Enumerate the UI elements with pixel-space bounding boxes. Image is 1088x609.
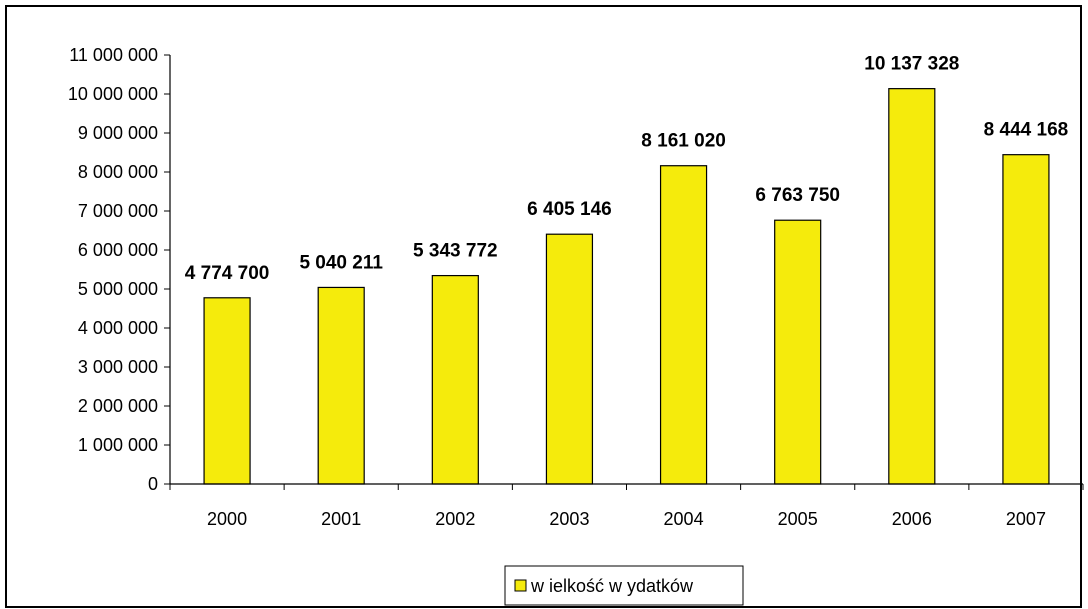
data-label-2004: 8 161 020 bbox=[641, 131, 726, 152]
y-axis-ticks: 0 1 000 000 2 000 000 3 000 000 4 000 000 5 0… bbox=[68, 45, 170, 494]
y-tick-label: 1 000 000 bbox=[78, 435, 158, 455]
data-label-2003: 6 405 146 bbox=[527, 199, 612, 220]
data-label-2001: 5 040 211 bbox=[299, 252, 383, 273]
x-tick-label: 2007 bbox=[1006, 509, 1046, 529]
data-label-2002: 5 343 772 bbox=[413, 241, 498, 262]
legend-box bbox=[504, 565, 744, 606]
y-tick-label: 7 000 000 bbox=[78, 201, 158, 221]
y-tick-label: 10 000 000 bbox=[68, 84, 158, 104]
bar-2005 bbox=[774, 219, 822, 485]
y-tick-label: 6 000 000 bbox=[78, 240, 158, 260]
bar-2003 bbox=[545, 233, 594, 485]
y-tick-label: 4 000 000 bbox=[78, 318, 158, 338]
bar-2002 bbox=[431, 274, 479, 485]
data-label-2007: 8 444 168 bbox=[984, 120, 1069, 141]
x-tick-label: 2006 bbox=[892, 509, 932, 529]
bar-2000 bbox=[203, 297, 251, 485]
x-tick-label: 2000 bbox=[207, 509, 247, 529]
bar-2006 bbox=[888, 88, 936, 485]
bar-2001 bbox=[317, 286, 365, 485]
y-tick-label: 3 000 000 bbox=[78, 357, 158, 377]
legend-swatch bbox=[514, 579, 527, 592]
x-tick-label: 2003 bbox=[549, 509, 589, 529]
y-tick-label: 0 bbox=[148, 474, 158, 494]
x-tick-label: 2005 bbox=[778, 509, 818, 529]
x-axis-ticks: 2000 2001 2002 2003 2004 2005 2006 2007 bbox=[169, 484, 1084, 529]
y-tick-label: 11 000 000 bbox=[69, 45, 158, 65]
bars bbox=[203, 88, 1050, 485]
data-labels: 4 774 700 5 040 211 5 343 772 6 405 146 8 16… bbox=[185, 54, 1068, 284]
data-label-2000: 4 774 700 bbox=[185, 263, 270, 284]
y-tick-label: 8 000 000 bbox=[78, 162, 158, 182]
x-tick-label: 2002 bbox=[435, 509, 475, 529]
bar-2004 bbox=[659, 165, 708, 485]
y-tick-label: 2 000 000 bbox=[78, 396, 158, 416]
legend: w ielkość w ydatków bbox=[504, 565, 744, 606]
legend-label: w ielkość w ydatków bbox=[530, 576, 694, 596]
data-label-2006: 10 137 328 bbox=[864, 54, 959, 75]
data-label-2005: 6 763 750 bbox=[755, 185, 840, 206]
x-tick-label: 2004 bbox=[664, 509, 704, 529]
y-tick-label: 9 000 000 bbox=[78, 123, 158, 143]
bar-2007 bbox=[1002, 154, 1050, 485]
y-tick-label: 5 000 000 bbox=[78, 279, 158, 299]
x-tick-label: 2001 bbox=[321, 509, 361, 529]
